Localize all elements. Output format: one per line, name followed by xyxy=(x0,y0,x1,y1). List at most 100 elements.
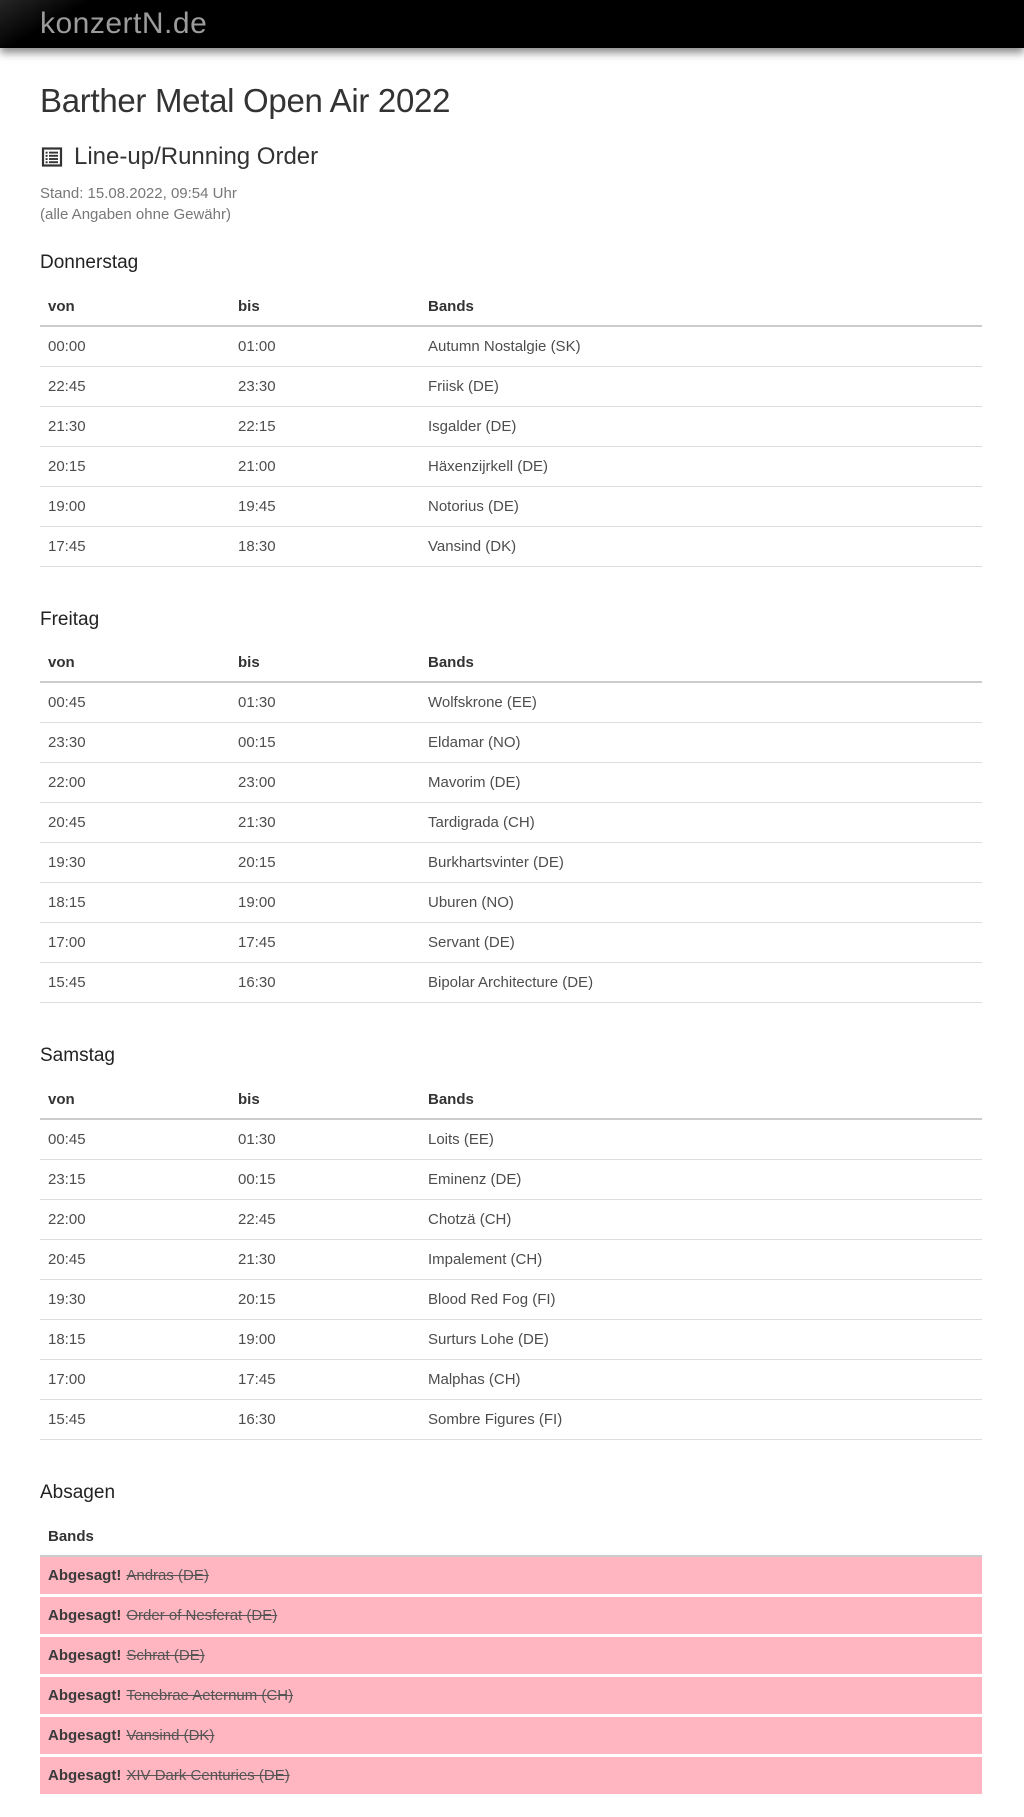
schedule-row: 20:15 21:00 Häxenzijrkell (DE) xyxy=(40,446,982,487)
cancelled-label: Abgesagt! xyxy=(48,1606,122,1624)
cancelled-band-row: Abgesagt! Schrat (DE) xyxy=(40,1635,982,1677)
schedule-row: 00:45 01:30 Loits (EE) xyxy=(40,1119,982,1161)
bottom-spacer xyxy=(40,1797,982,1817)
bis-column-header: bis xyxy=(230,287,420,327)
bis-cell: 19:00 xyxy=(230,1319,420,1361)
cancelled-band-row: Abgesagt! Andras (DE) xyxy=(40,1555,982,1597)
schedule-row: 00:45 01:30 Wolfskrone (EE) xyxy=(40,682,982,724)
cancellations-table: Bands Abgesagt! Andras (DE) Abgesagt! Order… xyxy=(40,1517,982,1797)
bis-column-header: bis xyxy=(230,644,420,684)
section-heading: Line-up/Running Order xyxy=(40,143,982,172)
bis-cell: 22:45 xyxy=(230,1199,420,1241)
band-cell: Notorius (DE) xyxy=(420,486,982,527)
day-heading: Donnerstag xyxy=(40,251,139,273)
day-heading: Samstag xyxy=(40,1045,115,1067)
section-title: Line-up/Running Order xyxy=(74,142,319,170)
band-cell: Mavorim (DE) xyxy=(420,762,982,804)
schedule-row: 00:00 01:00 Autumn Nostalgie (SK) xyxy=(40,325,982,367)
schedule-row: 17:00 17:45 Servant (DE) xyxy=(40,922,982,964)
bis-cell: 18:30 xyxy=(230,526,420,567)
schedule-row: 18:15 19:00 Uburen (NO) xyxy=(40,882,982,924)
von-cell: 17:00 xyxy=(40,1359,230,1401)
von-column-header: von xyxy=(40,287,230,327)
band-cell: Friisk (DE) xyxy=(420,366,982,407)
cancelled-band-cell: Abgesagt! Vansind (DK) xyxy=(40,1715,982,1757)
bis-cell: 16:30 xyxy=(230,962,420,1004)
table-header-row: Bands xyxy=(40,1517,982,1557)
band-cell: Impalement (CH) xyxy=(420,1239,982,1281)
bis-cell: 00:15 xyxy=(230,722,420,764)
bis-cell: 19:00 xyxy=(230,882,420,924)
band-cell: Vansind (DK) xyxy=(420,526,982,567)
bis-cell: 01:00 xyxy=(230,325,420,367)
cancelled-band-name: Tenebrae Aeternum (CH) xyxy=(126,1686,294,1704)
von-cell: 22:45 xyxy=(40,366,230,407)
von-cell: 22:00 xyxy=(40,1199,230,1241)
schedule-row: 18:15 19:00 Surturs Lohe (DE) xyxy=(40,1319,982,1361)
schedule-row: 19:00 19:45 Notorius (DE) xyxy=(40,486,982,527)
bands-column-header: Bands xyxy=(420,287,982,327)
cancelled-label: Abgesagt! xyxy=(48,1726,122,1744)
day-heading: Freitag xyxy=(40,608,100,630)
bis-cell: 19:45 xyxy=(230,486,420,527)
schedule-row: 22:45 23:30 Friisk (DE) xyxy=(40,366,982,407)
cancelled-band-name: Andras (DE) xyxy=(126,1566,209,1584)
cancelled-label: Abgesagt! xyxy=(48,1686,122,1704)
schedule-row: 17:00 17:45 Malphas (CH) xyxy=(40,1359,982,1401)
von-cell: 17:45 xyxy=(40,526,230,567)
band-cell: Chotzä (CH) xyxy=(420,1199,982,1241)
cancelled-band-cell: Abgesagt! Order of Nesferat (DE) xyxy=(40,1595,982,1637)
cancelled-band-name: Vansind (DK) xyxy=(126,1726,215,1744)
band-cell: Bipolar Architecture (DE) xyxy=(420,962,982,1004)
band-cell: Eminenz (DE) xyxy=(420,1159,982,1201)
von-cell: 18:15 xyxy=(40,882,230,924)
cancellations-section: Absagen Bands Abgesagt! Andras (DE) Abgesa… xyxy=(40,1482,982,1797)
von-cell: 23:30 xyxy=(40,722,230,764)
bis-column-header: bis xyxy=(230,1081,420,1121)
band-cell: Burkhartsvinter (DE) xyxy=(420,842,982,884)
schedule-row: 15:45 16:30 Sombre Figures (FI) xyxy=(40,1399,982,1441)
von-cell: 19:00 xyxy=(40,486,230,527)
stand-disclaimer: (alle Angaben ohne Gewähr) xyxy=(40,205,231,223)
day-section: Samstag von bis Bands 00:45 01:30 Loits (E… xyxy=(40,1045,982,1441)
von-cell: 20:15 xyxy=(40,446,230,487)
bands-column-header: Bands xyxy=(420,1081,982,1121)
cancelled-band-cell: Abgesagt! Tenebrae Aeternum (CH) xyxy=(40,1675,982,1717)
von-cell: 23:15 xyxy=(40,1159,230,1201)
von-cell: 20:45 xyxy=(40,802,230,844)
bis-cell: 22:15 xyxy=(230,406,420,447)
von-cell: 00:45 xyxy=(40,1119,230,1161)
band-cell: Tardigrada (CH) xyxy=(420,802,982,844)
cancelled-band-row: Abgesagt! XIV Dark Centuries (DE) xyxy=(40,1755,982,1797)
schedule-table: von bis Bands 00:45 01:30 Loits (EE) 23:15 0… xyxy=(40,1081,982,1441)
band-cell: Surturs Lohe (DE) xyxy=(420,1319,982,1361)
von-cell: 20:45 xyxy=(40,1239,230,1281)
cancelled-band-row: Abgesagt! Vansind (DK) xyxy=(40,1715,982,1757)
bis-cell: 21:30 xyxy=(230,802,420,844)
von-cell: 00:45 xyxy=(40,682,230,724)
bis-cell: 17:45 xyxy=(230,922,420,964)
cancellations-heading: Absagen xyxy=(40,1482,116,1504)
schedule-row: 19:30 20:15 Burkhartsvinter (DE) xyxy=(40,842,982,884)
schedule-row: 19:30 20:15 Blood Red Fog (FI) xyxy=(40,1279,982,1321)
site-header: konzertN.de xyxy=(0,0,1024,48)
cancelled-band-name: XIV Dark Centuries (DE) xyxy=(126,1766,290,1784)
von-cell: 17:00 xyxy=(40,922,230,964)
bis-cell: 16:30 xyxy=(230,1399,420,1441)
von-cell: 22:00 xyxy=(40,762,230,804)
schedule-row: 15:45 16:30 Bipolar Architecture (DE) xyxy=(40,962,982,1004)
band-cell: Häxenzijrkell (DE) xyxy=(420,446,982,487)
von-cell: 19:30 xyxy=(40,1279,230,1321)
cancelled-band-name: Order of Nesferat (DE) xyxy=(126,1606,278,1624)
band-cell: Autumn Nostalgie (SK) xyxy=(420,325,982,367)
cancelled-label: Abgesagt! xyxy=(48,1646,122,1664)
schedule-row: 23:30 00:15 Eldamar (NO) xyxy=(40,722,982,764)
status-info: Stand: 15.08.2022, 09:54 Uhr (alle Angab… xyxy=(40,183,982,225)
table-header-row: von bis Bands xyxy=(40,644,982,684)
site-logo[interactable]: konzertN.de xyxy=(40,7,208,40)
schedule-row: 22:00 23:00 Mavorim (DE) xyxy=(40,762,982,804)
bis-cell: 23:00 xyxy=(230,762,420,804)
schedule-row: 20:45 21:30 Tardigrada (CH) xyxy=(40,802,982,844)
schedule-row: 20:45 21:30 Impalement (CH) xyxy=(40,1239,982,1281)
cancelled-band-name: Schrat (DE) xyxy=(126,1646,205,1664)
